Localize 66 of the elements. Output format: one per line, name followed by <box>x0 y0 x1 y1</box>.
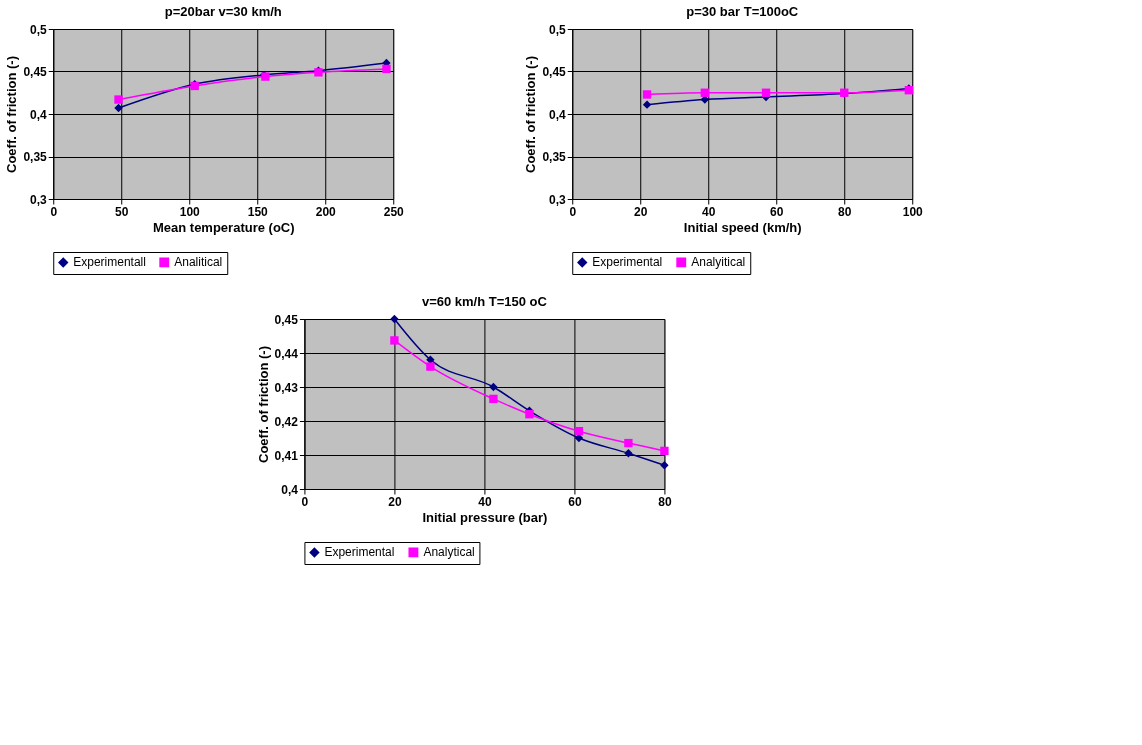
legend-label: Analyitical <box>691 255 746 270</box>
x-tick-label: 100 <box>179 204 201 219</box>
point <box>114 95 123 104</box>
point <box>700 88 710 97</box>
y-tick-label: 0,4 <box>549 107 567 122</box>
x-tick-label: 0 <box>50 204 58 219</box>
point <box>761 88 771 97</box>
point <box>114 103 123 113</box>
y-axis-title: Coeff. of friction (-) <box>523 56 539 173</box>
y-axis-title: Coeff. of friction (-) <box>4 56 20 173</box>
point <box>390 336 399 345</box>
y-tick-label: 0,3 <box>549 192 567 207</box>
point <box>382 64 391 74</box>
y-tick-label: 0,3 <box>30 192 48 207</box>
x-tick-label: 20 <box>634 204 648 219</box>
y-tick-label: 0,41 <box>274 448 299 463</box>
point <box>489 394 498 404</box>
chart-title: p=20bar v=30 km/h <box>164 4 282 19</box>
point <box>426 362 435 371</box>
x-tick-label: 40 <box>478 494 492 509</box>
x-tick-label: 80 <box>658 494 672 509</box>
point <box>624 438 633 448</box>
x-tick-label: 60 <box>568 494 582 509</box>
x-tick-label: 60 <box>770 204 784 219</box>
legend-label: Experimental <box>592 255 663 270</box>
y-tick-label: 0,5 <box>30 22 48 37</box>
legend-label: Analytical <box>423 545 475 560</box>
x-tick-label: 150 <box>247 204 269 219</box>
x-tick-label: 250 <box>383 204 405 219</box>
x-axis-title: Initial speed (km/h) <box>683 219 802 235</box>
point <box>660 446 669 456</box>
x-tick-label: 40 <box>702 204 716 219</box>
chart-title: v=60 km/h T=150 oC <box>421 294 548 309</box>
point <box>642 100 652 109</box>
point <box>624 449 633 458</box>
x-tick-label: 0 <box>301 494 309 509</box>
x-tick-label: 20 <box>388 494 402 509</box>
y-tick-label: 0,45 <box>274 312 299 327</box>
y-tick-label: 0,44 <box>274 346 299 361</box>
chart-title: p=30 bar T=100oC <box>686 4 799 19</box>
point <box>574 427 584 436</box>
legend-label: Experimentall <box>73 255 146 270</box>
y-tick-label: 0,4 <box>30 107 48 122</box>
point <box>390 314 399 324</box>
x-axis-title: Initial pressure (bar) <box>422 509 548 525</box>
point <box>660 461 669 470</box>
y-tick-label: 0,35 <box>542 150 567 164</box>
x-tick-label: 80 <box>838 204 852 219</box>
y-tick-label: 0,5 <box>549 22 567 37</box>
point <box>525 410 534 419</box>
y-tick-label: 0,42 <box>274 414 299 429</box>
x-tick-label: 50 <box>115 204 129 219</box>
y-tick-label: 0,43 <box>274 380 299 395</box>
x-axis-title: Mean temperature (oC) <box>152 219 295 235</box>
y-tick-label: 0,35 <box>23 150 48 164</box>
point <box>642 90 652 99</box>
legend-label: Analitical <box>174 255 223 270</box>
y-tick-label: 0,45 <box>542 65 567 79</box>
y-tick-label: 0,4 <box>281 482 299 497</box>
y-axis-title: Coeff. of friction (-) <box>255 346 271 463</box>
point <box>489 382 498 392</box>
x-tick-label: 0 <box>569 204 577 219</box>
y-tick-label: 0,45 <box>23 65 48 79</box>
x-tick-label: 200 <box>315 204 337 219</box>
legend-label: Experimental <box>324 545 395 560</box>
x-tick-label: 100 <box>902 204 924 219</box>
